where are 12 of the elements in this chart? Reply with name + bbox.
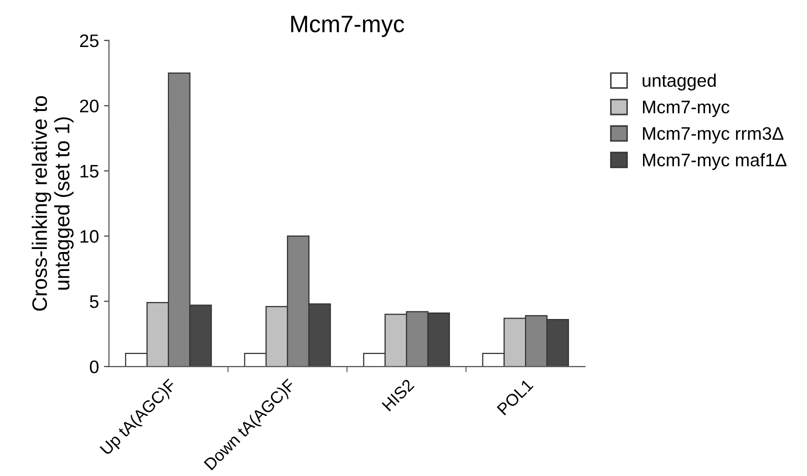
legend-label: Mcm7-myc rrm3Δ: [643, 127, 784, 144]
y-tick-label: 5: [90, 295, 98, 308]
y-tick-label: 0: [90, 360, 99, 374]
y-tick-label: 25: [80, 34, 98, 48]
y-tick-label: 15: [80, 165, 98, 178]
y-axis-title: Cross-linking relative to untagged (set to 1): [32, 96, 74, 311]
y-tick-label: 20: [80, 100, 99, 112]
y-tick-label: 10: [80, 230, 99, 243]
legend-label: Mcm7-myc maf1Δ: [643, 153, 786, 170]
legend-label: untagged: [642, 74, 716, 90]
chart-title: Mcm7-myc: [291, 16, 404, 38]
legend-label: Mcm7-myc: [643, 100, 730, 117]
